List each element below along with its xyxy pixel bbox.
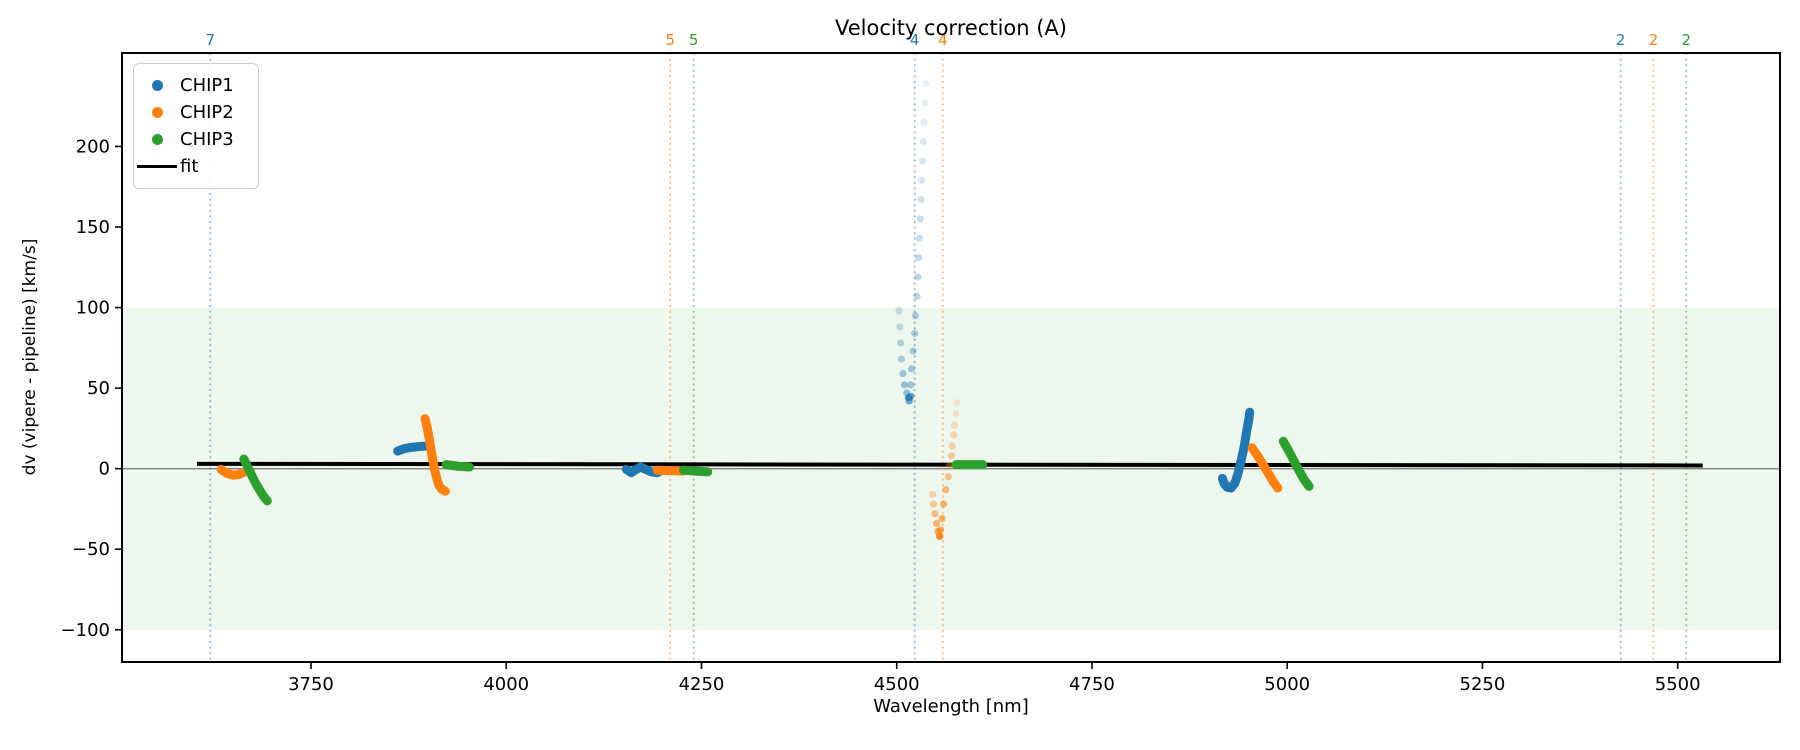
faded-trail-dot (921, 99, 929, 107)
chart-title: Velocity correction (A) (834, 16, 1067, 40)
faded-trail-dot (932, 519, 941, 528)
faded-trail-dot (922, 80, 930, 88)
faded-trail-dot (907, 381, 915, 389)
legend-label: fit (180, 156, 199, 177)
faded-trail-dot (938, 515, 946, 523)
faded-trail-dot (914, 254, 923, 262)
faded-trail-dot (895, 307, 903, 315)
order-count-label-2: 5 (689, 31, 699, 49)
faded-trail-dot (939, 500, 948, 508)
scatter-streak (1247, 443, 1283, 493)
faded-trail-dot (918, 157, 927, 165)
faded-trail-dot (907, 365, 916, 373)
faded-trail-dot (899, 370, 907, 378)
order-count-label-1: 5 (665, 31, 675, 49)
y-axis-label: dv (vipere - pipeline) [km/s] (20, 238, 40, 476)
faded-trail-dot (948, 442, 956, 450)
x-tick-label: 5250 (1460, 674, 1506, 695)
chip2-scatter (216, 399, 1283, 540)
order-count-label-6: 2 (1649, 31, 1659, 49)
x-tick-label: 3750 (288, 674, 334, 695)
legend-label: CHIP1 (180, 75, 234, 96)
legend-item-chip3: CHIP3 (134, 126, 258, 153)
faded-trail-dot (914, 273, 922, 281)
y-tick-label: −100 (61, 620, 110, 641)
faded-trail-dot (907, 392, 915, 400)
order-count-label-7: 2 (1682, 31, 1692, 49)
faded-trail-dot (909, 347, 917, 355)
y-tick-label: 100 (76, 298, 110, 319)
scatter-streak (393, 441, 431, 456)
faded-trail-dot (931, 510, 939, 518)
x-tick-label: 5000 (1264, 674, 1310, 695)
x-tick-label: 4500 (874, 674, 920, 695)
faded-trail-dot (916, 215, 924, 223)
scatter-streak (216, 464, 250, 480)
legend-label: CHIP2 (180, 102, 234, 123)
scatter-streak (652, 465, 688, 476)
faded-trail-dot (952, 410, 960, 418)
legend-label: CHIP3 (180, 129, 234, 150)
faded-trail-dot (915, 234, 923, 242)
legend-item-fit: fit (134, 153, 258, 180)
legend-dot-marker (134, 80, 180, 91)
scatter-streak (239, 454, 272, 506)
faded-trail-dot (920, 118, 928, 126)
faded-trail-dot (911, 312, 920, 320)
faded-trail-dot (929, 490, 937, 499)
faded-trail-dot (897, 339, 905, 347)
legend-item-chip1: CHIP1 (134, 72, 258, 99)
legend-line-marker (134, 164, 180, 169)
scatter-streak (441, 460, 475, 472)
faded-trail-dot (944, 473, 952, 481)
x-tick-label: 4750 (1069, 674, 1115, 695)
faded-trail-dot (913, 292, 921, 300)
faded-trail-dot (947, 452, 955, 460)
faded-trail-dot (900, 381, 909, 389)
order-count-label-0: 7 (205, 31, 215, 49)
faded-trail-dot (950, 431, 958, 439)
y-tick-label: −50 (72, 539, 110, 560)
plot-spines (121, 52, 1781, 663)
x-tick-label: 5500 (1655, 674, 1701, 695)
y-tick-label: 0 (99, 459, 110, 480)
chip1-scatter (393, 80, 1255, 493)
legend: CHIP1 CHIP2 CHIP3 fit (133, 63, 259, 189)
scatter-streak (420, 414, 450, 496)
faded-trail-dot (929, 500, 938, 508)
x-tick-label: 4000 (483, 674, 529, 695)
faded-trail-dot (896, 323, 904, 331)
legend-item-chip2: CHIP2 (134, 99, 258, 126)
faded-trail-dot (946, 461, 954, 470)
order-count-label-3: 4 (910, 31, 920, 49)
legend-dot-marker (134, 107, 180, 118)
scatter-streak (679, 465, 713, 477)
scatter-streak (1217, 407, 1255, 493)
faded-trail-dot (953, 399, 961, 407)
order-count-label-4: 4 (938, 31, 948, 49)
faded-trail-dot (917, 196, 925, 204)
x-tick-label: 4250 (679, 674, 725, 695)
faded-trail-dot (897, 355, 906, 363)
y-tick-label: 50 (87, 378, 110, 399)
x-axis-label: Wavelength [nm] (873, 696, 1029, 717)
faded-trail-dot (942, 486, 950, 494)
faded-trail-dot (919, 138, 927, 146)
faded-trail-dot (911, 329, 919, 337)
scatter-streak (1278, 436, 1314, 491)
faded-trail-dot (950, 421, 959, 429)
y-tick-label: 150 (76, 217, 110, 238)
order-count-label-5: 2 (1616, 31, 1626, 49)
chip3-scatter (239, 436, 1314, 506)
legend-dot-marker (134, 134, 180, 145)
y-tick-label: 200 (76, 136, 110, 157)
faded-trail-dot (918, 176, 926, 184)
faded-trail-dot (936, 532, 944, 540)
